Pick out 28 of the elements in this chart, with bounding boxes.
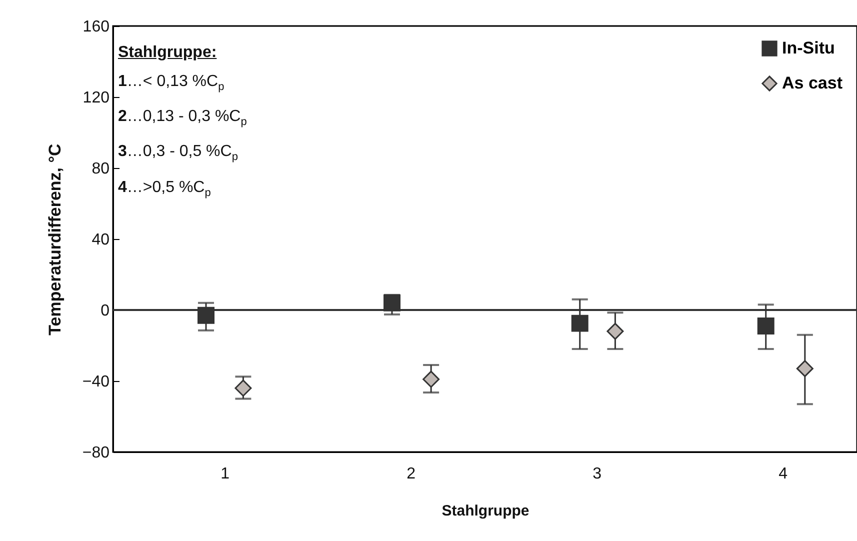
y-tick-label: 120 <box>82 90 110 106</box>
legend-label: As cast <box>782 74 843 92</box>
annotation: 4…>0,5 %C$_{p}$ <box>118 178 212 201</box>
point <box>606 322 624 340</box>
point <box>571 314 588 332</box>
x-tick-label: 1 <box>220 466 230 482</box>
point <box>422 370 440 388</box>
y-tick-label: −80 <box>82 444 110 462</box>
point <box>796 360 814 378</box>
x-tick-label: 3 <box>592 466 602 482</box>
y-tick-label: 0 <box>100 302 110 320</box>
point <box>198 306 214 324</box>
y-tick-label: 160 <box>82 18 110 36</box>
legend-label: In-Situ <box>782 38 835 58</box>
x-tick-label: 4 <box>778 466 788 482</box>
point <box>757 317 774 334</box>
annotation: 2…0,13 - 0,3 %C$_{p}$ <box>118 107 247 130</box>
x-tick-label: 2 <box>406 466 416 482</box>
x-axis-title: Stahlgruppe <box>442 502 530 520</box>
point <box>384 294 400 312</box>
annotation: Stahlgruppe: <box>118 43 218 63</box>
y-axis-title: Temperaturdifferenz, °C <box>45 144 64 336</box>
annotation: 1…< 0,13 %C$_{p}$ <box>118 72 226 96</box>
y-tick-label: 80 <box>92 160 110 178</box>
y-tick-label: −40 <box>82 374 110 390</box>
annotation: 3…0,3 - 0,5 %C$_{p}$ <box>118 142 239 166</box>
point <box>234 380 252 397</box>
y-tick-label: 40 <box>92 232 110 248</box>
